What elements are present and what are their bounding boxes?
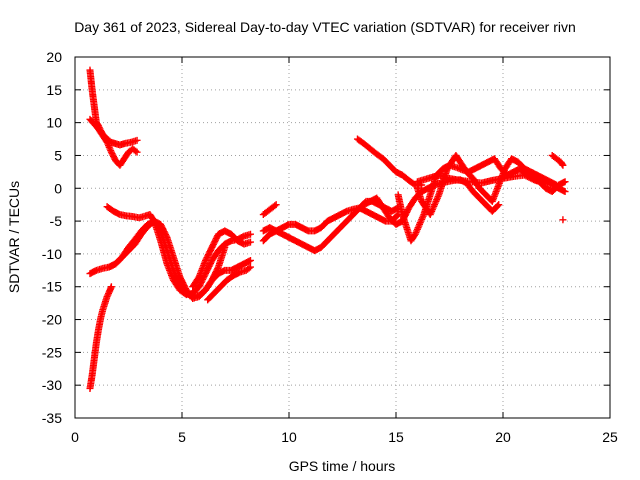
series-arc1 (86, 66, 141, 149)
y-tick-label: 20 (46, 49, 62, 65)
x-tick-label: 10 (281, 429, 297, 445)
series-arc8 (204, 263, 254, 304)
grid-lines (75, 57, 610, 418)
y-tick-label: -25 (42, 344, 62, 360)
x-tick-label: 15 (388, 429, 404, 445)
y-tick-label: 10 (46, 115, 62, 131)
data-point (194, 274, 202, 282)
data-point (561, 188, 569, 196)
data-point (132, 147, 140, 155)
y-tick-label: -15 (42, 279, 62, 295)
data-point (246, 230, 254, 238)
y-tick-label: -30 (42, 377, 62, 393)
data-point (246, 238, 254, 246)
y-axis-label: SDTVAR / TECUs (6, 181, 22, 293)
data-point (133, 136, 141, 144)
chart-title: Day 361 of 2023, Sidereal Day-to-day VTE… (74, 19, 576, 35)
data-point (214, 264, 222, 272)
series-arc16 (413, 171, 569, 196)
series-arc3 (86, 283, 115, 392)
x-axis-label: GPS time / hours (289, 458, 396, 474)
x-tick-label: 20 (495, 429, 511, 445)
data-point (559, 216, 567, 224)
data-point (528, 175, 536, 183)
y-tick-label: 15 (46, 82, 62, 98)
data-point (107, 283, 115, 291)
y-tick-label: -10 (42, 246, 62, 262)
data-point (162, 232, 170, 240)
series-arc9 (259, 201, 280, 219)
data-point (272, 201, 280, 209)
data-point (527, 174, 535, 182)
axis-ticks: 0 5 10 15 20 25 20 15 10 5 0 -5 -10 -15 -20 -25 -30 -35 (42, 49, 618, 445)
data-point (559, 161, 567, 169)
series-arc2 (86, 115, 141, 169)
data-point (246, 263, 254, 271)
data-point (530, 176, 538, 184)
series-arc17 (548, 151, 567, 169)
series-arc18 (559, 216, 567, 224)
data-point (525, 173, 533, 181)
data-point (246, 256, 254, 264)
x-tick-label: 25 (602, 429, 618, 445)
y-tick-label: 0 (54, 180, 62, 196)
series-arc7 (189, 227, 254, 291)
data-series (86, 66, 569, 392)
data-point (558, 160, 566, 168)
plot-frame (74, 56, 611, 419)
data-point (245, 264, 253, 272)
x-tick-label: 5 (178, 429, 186, 445)
data-point (393, 212, 401, 220)
data-point (133, 148, 141, 156)
x-tick-label: 0 (71, 429, 79, 445)
y-tick-label: -35 (42, 410, 62, 426)
data-point (494, 202, 502, 210)
y-tick-label: 5 (54, 147, 62, 163)
data-point (271, 202, 279, 210)
data-point (104, 291, 112, 299)
y-tick-label: -5 (50, 213, 63, 229)
data-point (523, 173, 531, 181)
data-point (103, 293, 111, 301)
data-point (495, 201, 503, 209)
y-tick-label: -20 (42, 312, 62, 328)
series-arc12 (353, 135, 426, 189)
data-point (520, 171, 528, 179)
data-point (522, 172, 530, 180)
data-point (561, 178, 569, 186)
